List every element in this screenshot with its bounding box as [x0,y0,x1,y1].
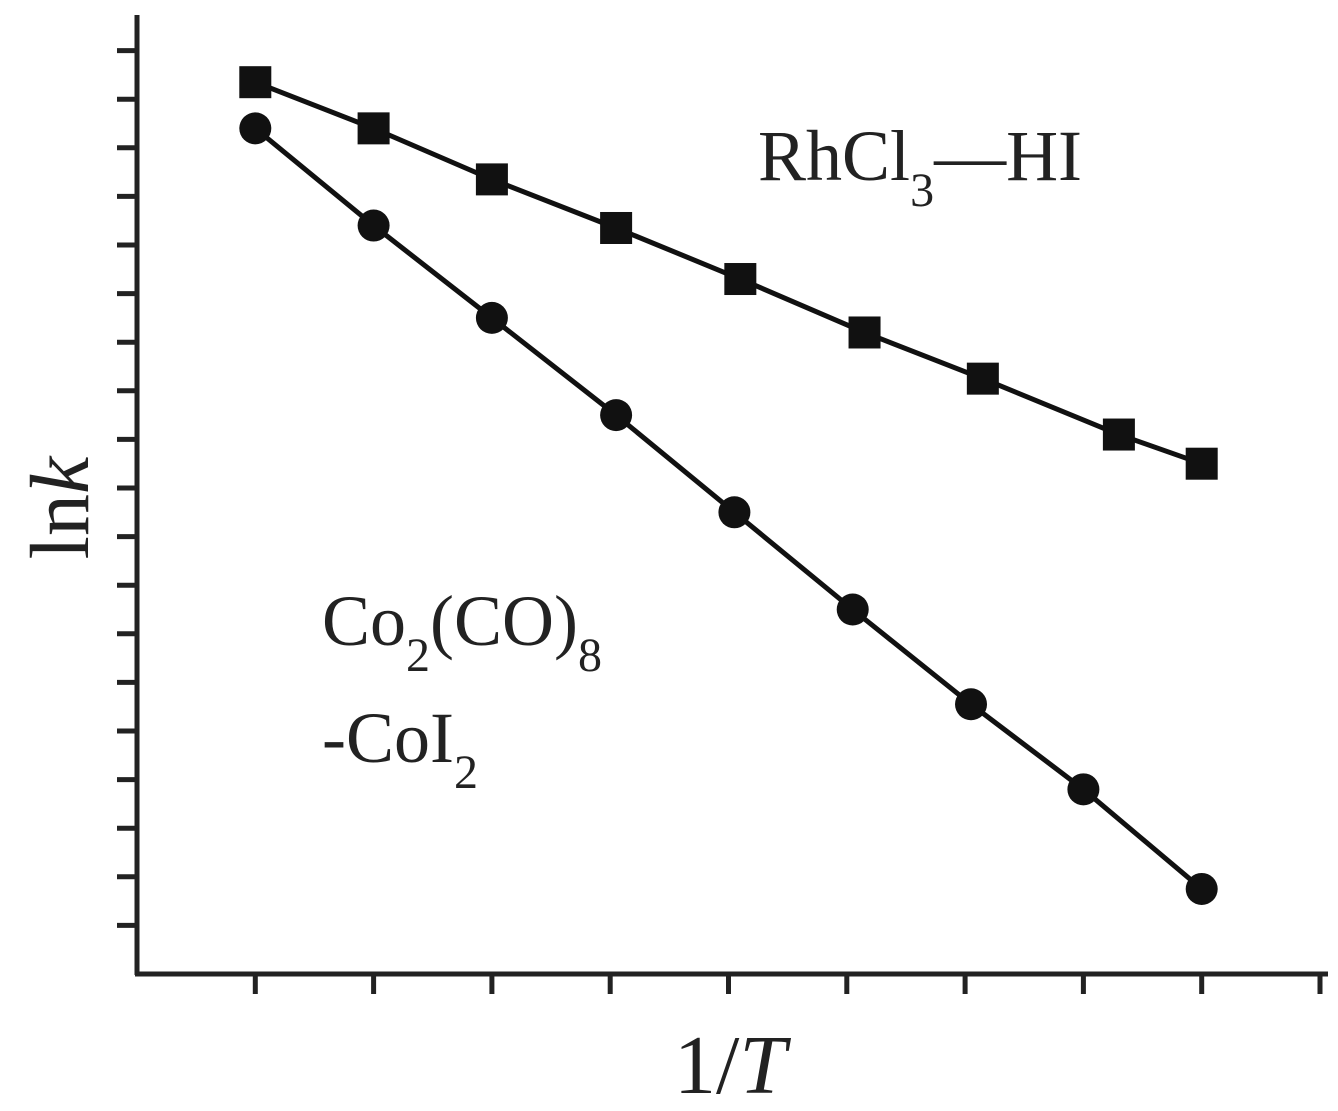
y-axis-label-prefix: ln [14,494,107,559]
data-point-circle [718,496,751,529]
series-label-rhcl3-hi: RhCl3—HI [758,116,1082,217]
data-point-circle [1067,773,1100,806]
data-point-square [600,211,633,244]
series-label-text: (CO) [430,581,578,661]
data-point-circle [955,688,988,721]
y-axis-label-italic: k [14,455,107,494]
series-label-subscript: 2 [454,746,478,799]
data-point-square [357,112,390,145]
series-label-text: -CoI [322,698,454,778]
data-point-square [724,263,757,296]
y-axis-label: lnk [14,455,107,559]
data-point-circle [357,209,390,242]
x-axis-label-italic: T [739,1019,791,1111]
series-label-line: Co2(CO)8 [322,581,602,682]
series-label-rhcl3-sub: 3 [910,164,934,217]
data-point-circle [239,112,272,145]
data-point-square [1102,418,1135,451]
series-label-text: Co [322,581,406,661]
data-point-circle [475,301,508,334]
series-label-line: -CoI2 [322,698,478,799]
x-ticks [252,974,1323,994]
data-point-square [239,66,272,99]
series-label-subscript: 2 [406,629,430,682]
series-label-rhcl3-tail: —HI [933,116,1082,196]
data-point-square [966,362,999,395]
data-point-square [848,316,881,349]
x-axis-label: 1/T [674,1019,791,1111]
series-label-subscript: 8 [578,629,602,682]
y-ticks [117,48,137,928]
data-point-circle [600,399,633,432]
data-point-square [475,163,508,196]
axes [134,15,1328,977]
data-point-circle [836,593,869,626]
data-point-circle [1185,872,1218,905]
data-point-square [1185,447,1218,480]
x-axis-label-prefix: 1/ [674,1019,740,1111]
series-points [239,66,1218,905]
series-label-rhcl3-main: RhCl [758,116,910,196]
series-label-co2co8-coi2: Co2(CO)8-CoI2 [322,581,602,799]
